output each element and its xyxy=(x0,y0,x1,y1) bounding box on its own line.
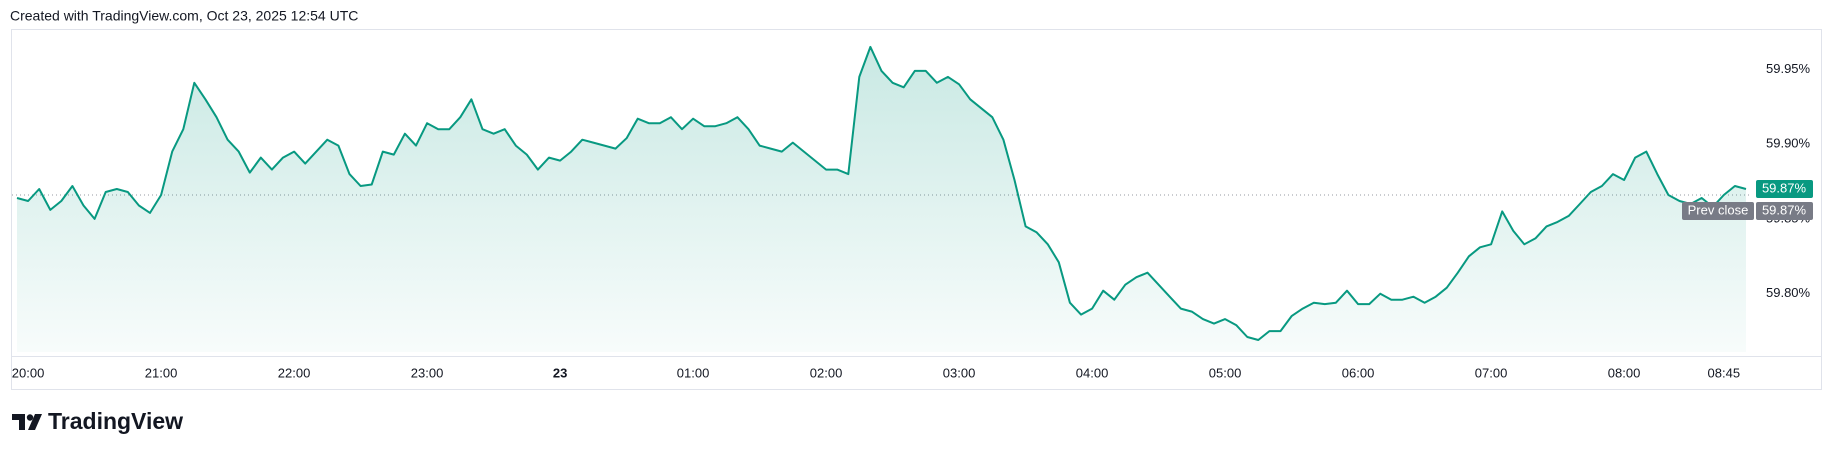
x-tick-label: 06:00 xyxy=(1342,365,1375,380)
x-tick-label: 04:00 xyxy=(1076,365,1109,380)
x-tick-label: 05:00 xyxy=(1209,365,1242,380)
x-tick-label: 21:00 xyxy=(145,365,178,380)
x-tick-label: 02:00 xyxy=(810,365,843,380)
x-tick-label: 07:00 xyxy=(1475,365,1508,380)
x-tick-label: 23:00 xyxy=(411,365,444,380)
prev-close-value-label: 59.87% xyxy=(1762,202,1807,217)
x-tick-label: 08:00 xyxy=(1608,365,1641,380)
logo-mark xyxy=(26,414,34,421)
chart-frame xyxy=(11,29,1822,390)
x-tick-label: 20:00 xyxy=(12,365,45,380)
x-tick-label: 22:00 xyxy=(278,365,311,380)
prev-close-value-box xyxy=(1756,201,1813,220)
brand-logo: TradingView xyxy=(12,408,183,434)
x-tick-label: 23 xyxy=(553,365,567,380)
y-tick-label: 59.90% xyxy=(1766,136,1811,151)
x-tick-label: 03:00 xyxy=(943,365,976,380)
brand-text: TradingView xyxy=(48,408,183,434)
x-tick-label: 08:45 xyxy=(1708,365,1741,380)
prev-close-label: Prev close xyxy=(1688,202,1749,217)
y-tick-label: 59.95% xyxy=(1766,61,1811,76)
logo-mark xyxy=(28,414,42,430)
area xyxy=(17,46,1746,353)
prev-close-box xyxy=(1682,201,1754,220)
line xyxy=(16,45,1747,341)
last-value-label: 59.87% xyxy=(1762,180,1807,195)
header-text: Created with TradingView.com, Oct 23, 20… xyxy=(10,8,358,24)
y-tick-label: 59.80% xyxy=(1766,285,1811,300)
x-tick-label: 01:00 xyxy=(677,365,710,380)
logo-mark xyxy=(12,414,25,430)
last-value-box xyxy=(1756,180,1813,199)
